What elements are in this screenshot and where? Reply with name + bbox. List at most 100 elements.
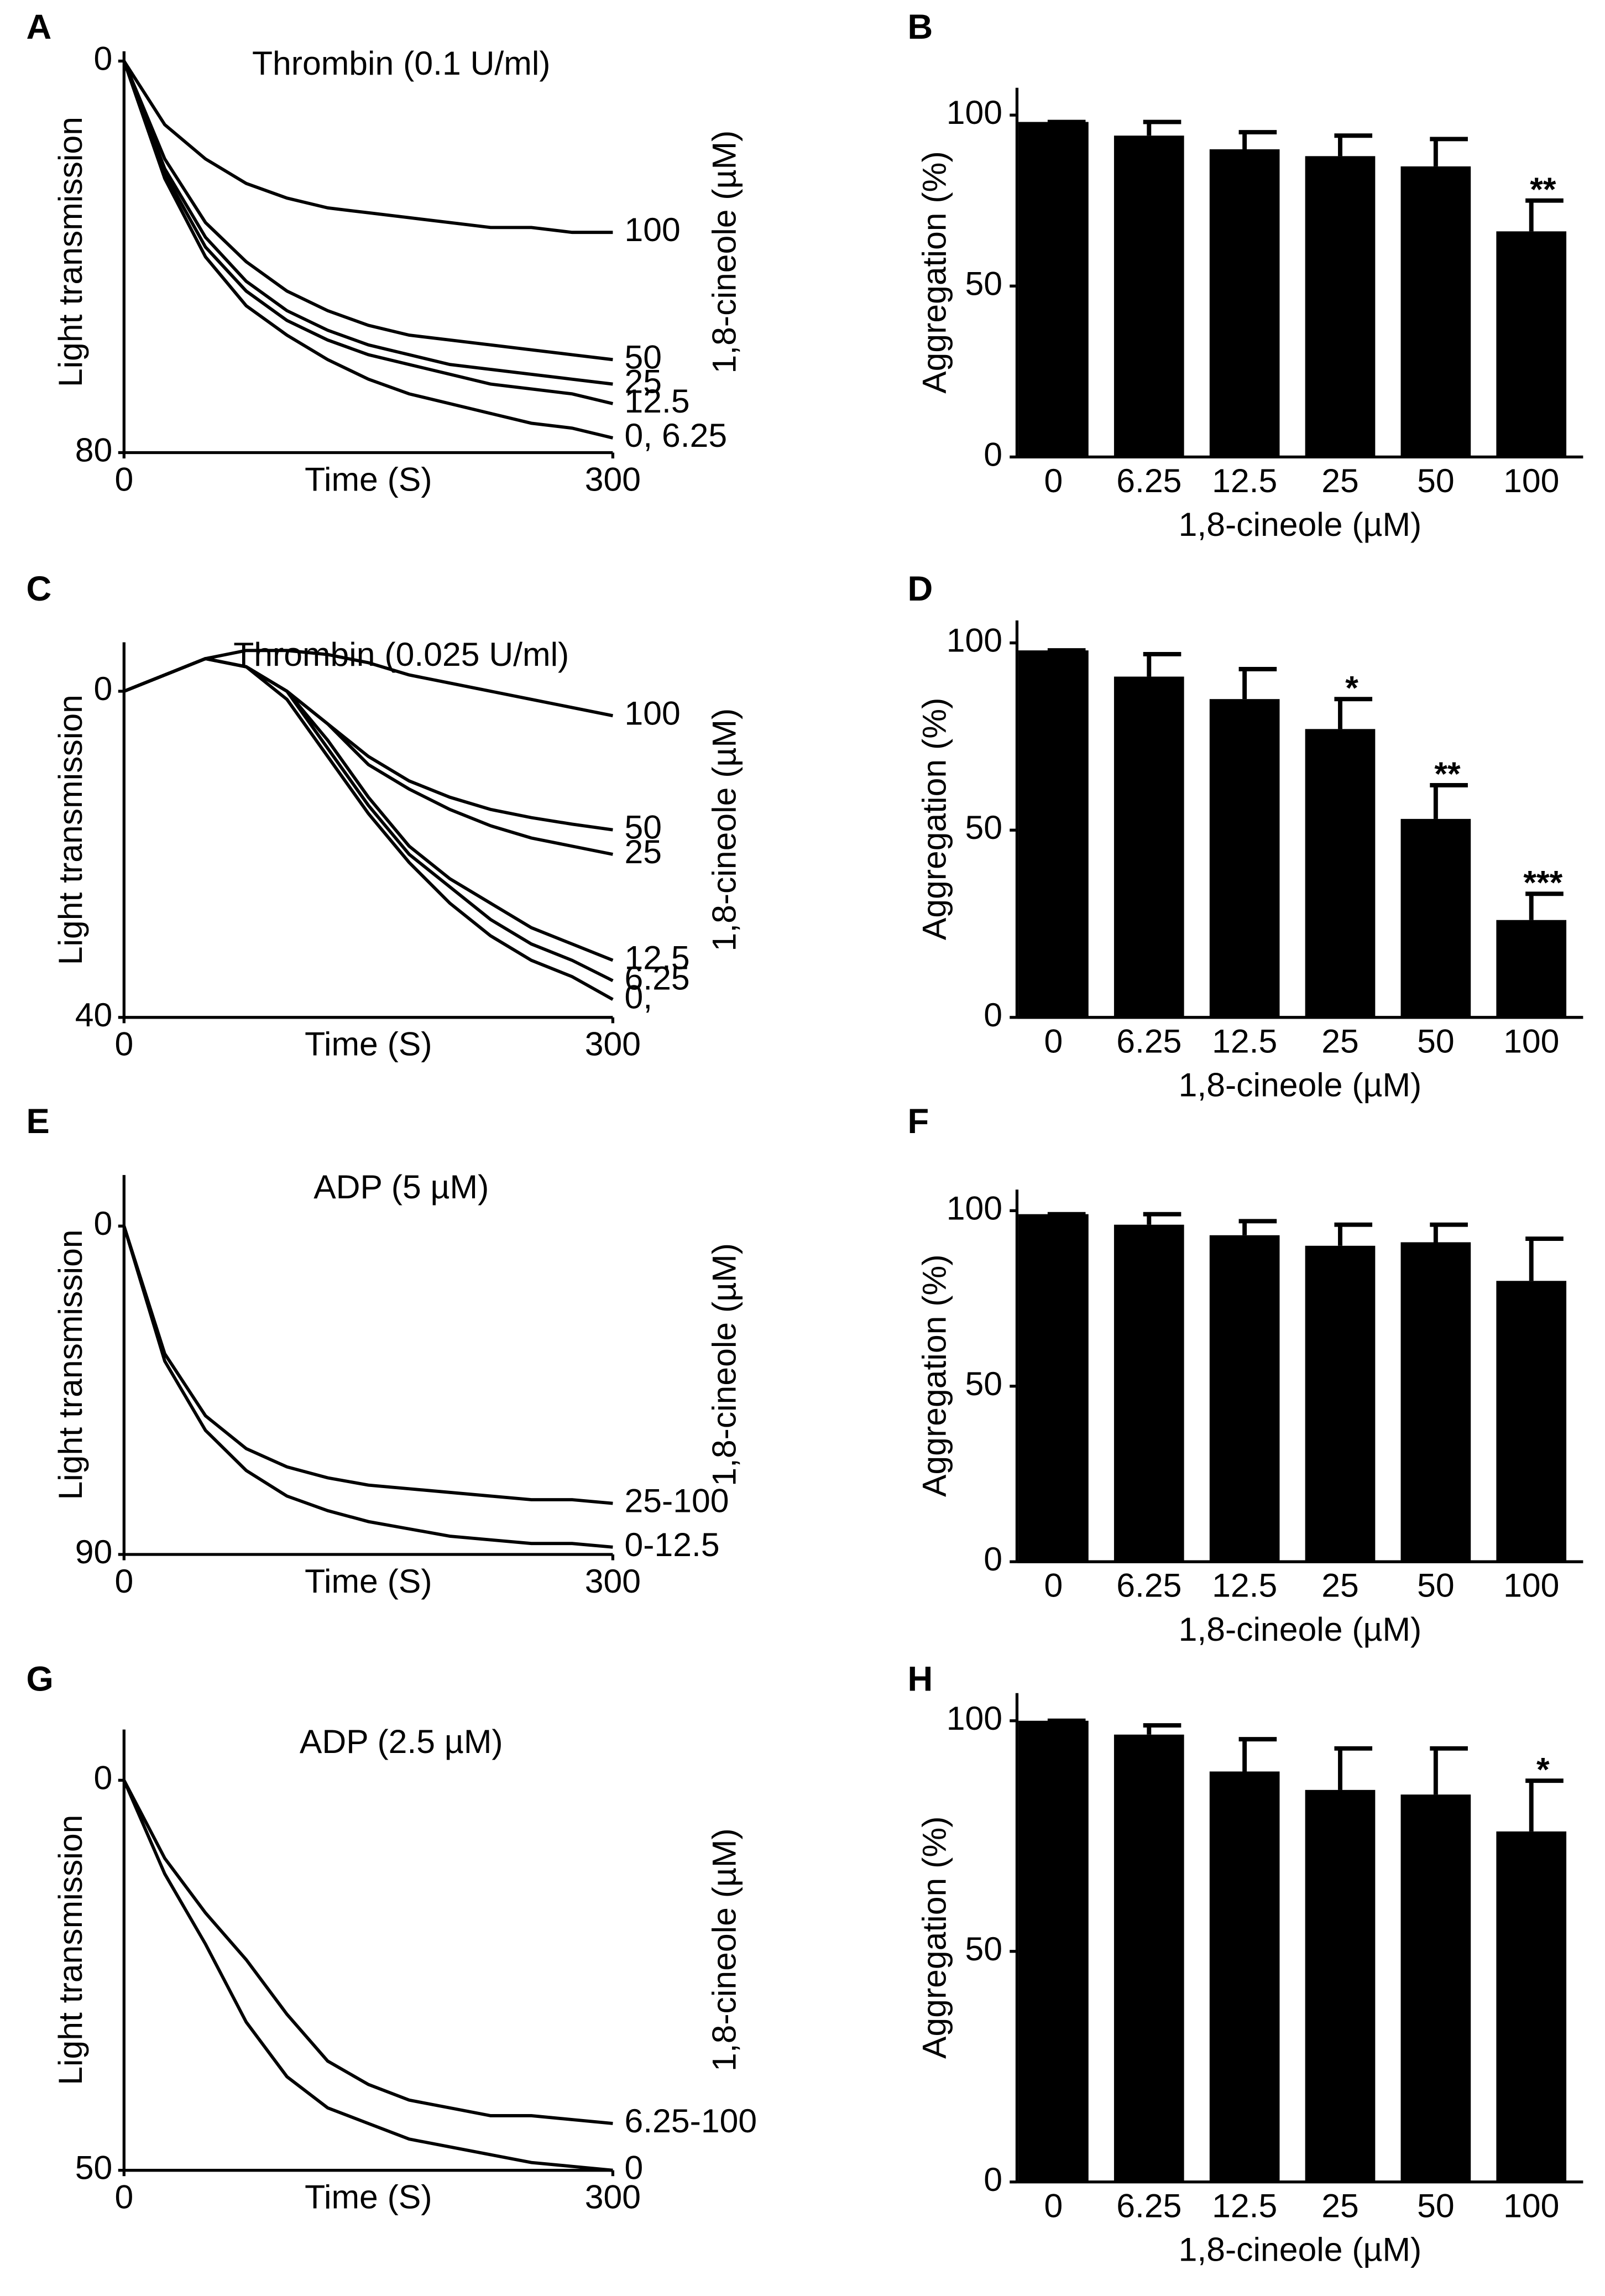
x-tick-label: 25 [1321,2187,1359,2224]
y-axis-label: Light transmission [51,1229,89,1500]
bar [1400,1242,1471,1562]
bar [1305,1789,1376,2182]
x-tick-label: 0 [114,460,133,498]
x-tick-label: 6.25 [1116,1567,1181,1604]
panel-letter: D [908,570,933,608]
trace [122,60,614,440]
y-tick-label: 0 [93,39,112,77]
trace-label: 0-12.5 [625,1526,720,1563]
trace-label: 6.25-100 [625,2102,757,2140]
y-tick-label: 40 [75,996,113,1034]
bar [1400,166,1471,457]
error-bar [1430,1746,1468,1795]
x-tick-label: 100 [1503,1567,1559,1604]
trace [122,60,614,405]
significance: * [1536,1750,1550,1788]
x-tick-label: 25 [1321,1022,1359,1060]
trace [123,657,614,962]
right-label: 1,8-cineole (µM) [705,1828,743,2071]
x-axis-label: Time (S) [305,1025,432,1063]
x-axis-label: 1,8-cineole (µM) [1179,1066,1422,1104]
y-tick-label: 50 [75,2149,113,2187]
x-tick-label: 0 [114,1562,133,1600]
x-tick-label: 12.5 [1212,1022,1277,1060]
panel-letter: G [27,1660,54,1698]
y-tick-label: 0 [93,1758,112,1796]
bar [1113,676,1184,1017]
y-tick-label: 100 [947,622,1002,659]
y-axis-label: Aggregation (%) [915,1816,953,2059]
x-tick-label: 50 [1417,1567,1455,1604]
trace-label: 12.5 [625,382,690,420]
x-tick-label: 0 [114,2178,133,2215]
bar [1400,1794,1471,2182]
bar [1305,1245,1376,1562]
trace-label: 12.5 [625,939,690,977]
error-bar [1143,119,1181,136]
x-tick-label: 0 [1044,2187,1063,2224]
trace-label: 25 [625,363,662,400]
x-tick-label: 100 [1503,2187,1559,2224]
error-bar [1238,667,1277,700]
bar [1209,699,1280,1017]
trace [123,657,614,1001]
error-bar [1334,1222,1373,1246]
error-bar [1525,891,1564,920]
y-tick-label: 100 [947,1189,1002,1227]
error-bar [1525,1236,1564,1281]
error-bar [1334,697,1373,729]
error-bar [1430,137,1468,166]
significance: *** [1523,864,1562,901]
x-tick-label: 12.5 [1212,462,1277,499]
y-tick-label: 0 [93,1204,112,1242]
error-bar [1238,130,1277,149]
trace-label: 25-100 [625,1482,729,1520]
x-axis-label: 1,8-cineole (µM) [1179,505,1422,543]
y-tick-label: 80 [75,431,113,469]
error-bar [1143,651,1181,677]
x-tick-label: 300 [585,1025,641,1063]
panel-letter: F [908,1102,929,1141]
panel-letter: E [27,1102,50,1141]
chart-title: ADP (2.5 µM) [300,1723,503,1760]
significance: ** [1530,170,1556,208]
trace-label: 25 [625,833,662,870]
trace-label: 100 [625,694,681,732]
bar [1496,1281,1567,1562]
y-axis-label: Light transmission [51,695,89,965]
bar [1209,1771,1280,2182]
trace-label: 0, [625,978,653,1015]
bar [1018,1720,1089,2182]
y-tick-label: 0 [984,435,1002,473]
y-tick-label: 50 [965,1365,1003,1402]
trace [122,60,613,386]
error-bar [1143,1212,1181,1225]
y-tick-label: 50 [965,1930,1003,1968]
trace [122,1780,613,2172]
x-tick-label: 25 [1321,1567,1359,1604]
y-axis-label: Light transmission [51,1815,89,2085]
bar [1113,135,1184,457]
chart-title: Thrombin (0.025 U/ml) [233,635,569,673]
bar [1018,1214,1089,1562]
x-tick-label: 25 [1321,462,1359,499]
bar [1209,149,1280,457]
trace [122,1225,613,1549]
error-bar [1334,1746,1373,1790]
x-tick-label: 0 [1044,1022,1063,1060]
x-tick-label: 6.25 [1116,462,1181,499]
panel-letter: B [908,8,933,46]
x-tick-label: 6.25 [1116,2187,1181,2224]
trace [122,60,613,234]
bar [1400,818,1471,1017]
bar [1209,1235,1280,1562]
bar [1113,1224,1184,1562]
bar [1305,156,1376,457]
x-tick-label: 300 [585,460,641,498]
x-tick-label: 6.25 [1116,1022,1181,1060]
bar [1018,122,1089,457]
trace [122,1780,613,2125]
x-tick-label: 300 [585,1562,641,1600]
x-tick-label: 50 [1417,462,1455,499]
error-bar [1238,1219,1277,1235]
